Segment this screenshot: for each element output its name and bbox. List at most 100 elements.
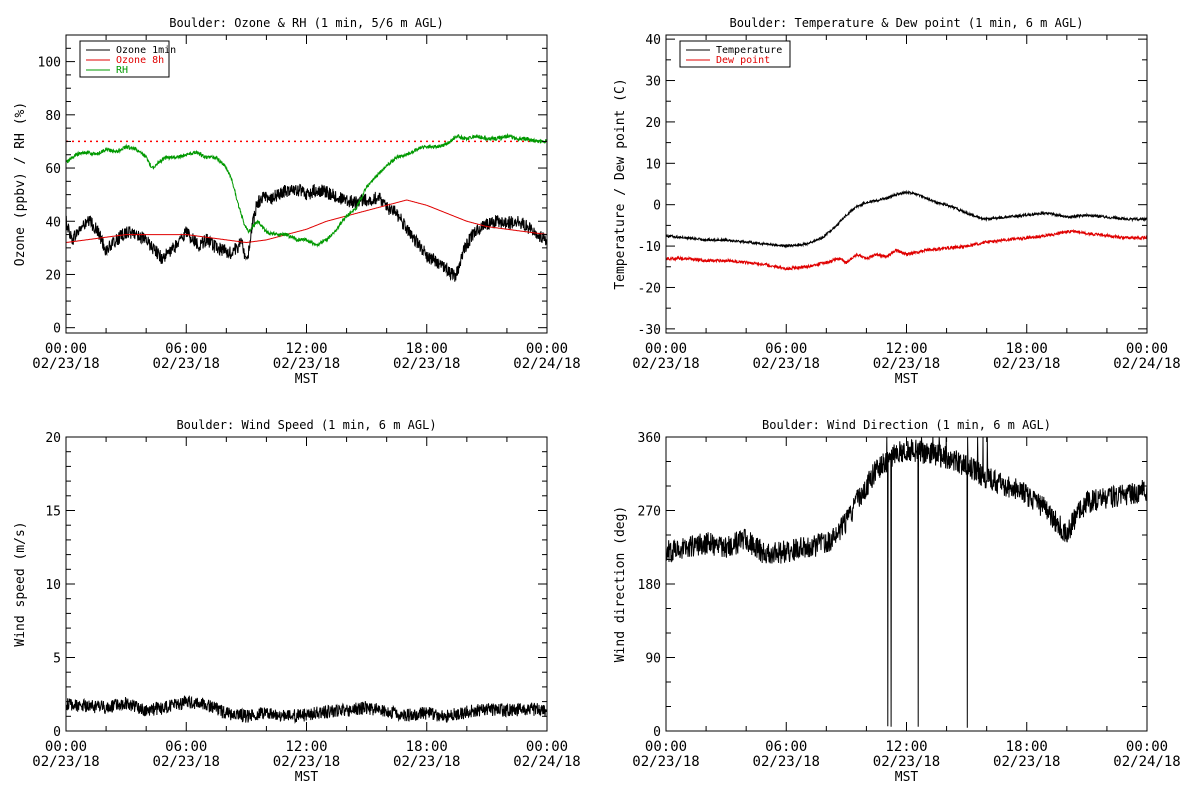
wdir-series-line xyxy=(666,437,1147,728)
temp-ytick-label: 40 xyxy=(645,33,661,48)
wind-xtick-label-time: 06:00 xyxy=(165,739,207,755)
ozone-title: Boulder: Ozone & RH (1 min, 5/6 m AGL) xyxy=(169,16,444,30)
wdir-xtick-label-time: 00:00 xyxy=(645,739,687,755)
temp-legend-label: Temperature xyxy=(716,45,782,56)
temp-ytick-label: -30 xyxy=(638,323,661,338)
ozone-panel: Boulder: Ozone & RH (1 min, 5/6 m AGL)02… xyxy=(13,16,581,387)
ozone-legend-box xyxy=(79,40,170,78)
wdir-ytick-label: 270 xyxy=(638,505,661,520)
wdir-xlabel: MST xyxy=(895,770,919,785)
temp-xtick-label-date: 02/24/18 xyxy=(1113,356,1180,372)
temp-xtick-label-time: 18:00 xyxy=(1006,341,1048,357)
wind-xtick-label-date: 02/24/18 xyxy=(513,754,580,770)
wdir-ylabel: Wind direction (deg) xyxy=(613,506,628,663)
temp-xlabel: MST xyxy=(895,372,919,387)
wind-ytick-label: 20 xyxy=(45,431,61,446)
temp-xtick-label-date: 02/23/18 xyxy=(873,356,940,372)
ozone-xtick-label-time: 00:00 xyxy=(526,341,568,357)
temp-ylabel: Temperature / Dew point (C) xyxy=(613,78,628,289)
wdir-xtick-label-date: 02/23/18 xyxy=(993,754,1060,770)
temp-plot-area xyxy=(666,189,1147,271)
temp-ytick-label: 10 xyxy=(645,157,661,172)
wind-series-line xyxy=(66,695,547,724)
ozone-ytick-label: 80 xyxy=(45,109,61,124)
ozone-xtick-label-time: 12:00 xyxy=(285,341,327,357)
temp-xtick-label-time: 00:00 xyxy=(645,341,687,357)
ozone-ytick-label: 100 xyxy=(38,56,61,71)
temp-legend-box xyxy=(679,40,791,68)
wind-ytick-label: 15 xyxy=(45,505,61,520)
ozone-legend-label: Ozone 8h xyxy=(116,55,164,66)
temp-title: Boulder: Temperature & Dew point (1 min,… xyxy=(729,16,1083,30)
wdir-xtick-label-time: 00:00 xyxy=(1126,739,1168,755)
ozone-plot-area xyxy=(66,132,547,282)
temp-xtick-label-time: 06:00 xyxy=(765,341,807,357)
ozone-ytick-label: 0 xyxy=(53,322,61,337)
wind-ytick-label: 10 xyxy=(45,578,61,593)
temp-ytick-label: -20 xyxy=(638,281,661,296)
wdir-xtick-label-date: 02/24/18 xyxy=(1113,754,1180,770)
ozone-xtick-label-date: 02/23/18 xyxy=(32,356,99,372)
ozone-xtick-label-date: 02/23/18 xyxy=(393,356,460,372)
wind-plot-area xyxy=(66,695,547,724)
ozone-ytick-label: 60 xyxy=(45,162,61,177)
ozone-legend-label: RH xyxy=(116,65,128,76)
ozone-series-ozone-8h xyxy=(66,199,547,243)
ozone-xtick-label-time: 00:00 xyxy=(45,341,87,357)
temp-ytick-label: 30 xyxy=(645,75,661,90)
ozone-xtick-label-date: 02/23/18 xyxy=(273,356,340,372)
ozone-xtick-label-date: 02/24/18 xyxy=(513,356,580,372)
temp-xtick-label-date: 02/23/18 xyxy=(753,356,820,372)
temp-series-temperature xyxy=(666,189,1147,249)
temp-xtick-label-date: 02/23/18 xyxy=(632,356,699,372)
wind-xtick-label-date: 02/23/18 xyxy=(32,754,99,770)
ozone-xtick-label-time: 18:00 xyxy=(406,341,448,357)
wind-xtick-label-time: 12:00 xyxy=(285,739,327,755)
ozone-xtick-label-time: 06:00 xyxy=(165,341,207,357)
wind-ylabel: Wind speed (m/s) xyxy=(13,521,28,646)
temp-series-dew-point xyxy=(666,228,1147,271)
wind-title: Boulder: Wind Speed (1 min, 6 m AGL) xyxy=(176,418,436,432)
wind-ytick-label: 0 xyxy=(53,725,61,740)
wind-xtick-label-time: 00:00 xyxy=(45,739,87,755)
wdir-xtick-label-date: 02/23/18 xyxy=(753,754,820,770)
temp-ytick-label: 0 xyxy=(653,199,661,214)
wind-xlabel: MST xyxy=(295,770,319,785)
temp-ytick-label: 20 xyxy=(645,116,661,131)
wind-panel: Boulder: Wind Speed (1 min, 6 m AGL) 0 5 10… xyxy=(13,418,581,785)
wdir-panel: Boulder: Wind Direction (1 min, 6 m AGL)… xyxy=(613,418,1181,785)
ozone-ytick-label: 40 xyxy=(45,215,61,230)
ozone-legend-label: Ozone 1min xyxy=(116,45,176,56)
wdir-ytick-label: 0 xyxy=(653,725,661,740)
wdir-xtick-label-time: 12:00 xyxy=(885,739,927,755)
wdir-xtick-label-date: 02/23/18 xyxy=(873,754,940,770)
temp-xtick-label-time: 00:00 xyxy=(1126,341,1168,357)
temp-ytick-label: -10 xyxy=(638,240,661,255)
wind-xtick-label-date: 02/23/18 xyxy=(153,754,220,770)
temp-xtick-label-time: 12:00 xyxy=(885,341,927,357)
wind-xtick-label-time: 00:00 xyxy=(526,739,568,755)
temp-xtick-label-date: 02/23/18 xyxy=(993,356,1060,372)
wdir-title: Boulder: Wind Direction (1 min, 6 m AGL) xyxy=(762,418,1051,432)
wdir-xtick-label-date: 02/23/18 xyxy=(632,754,699,770)
ozone-series-rh xyxy=(66,132,547,248)
ozone-ylabel: Ozone (ppbv) / RH (%) xyxy=(13,102,28,266)
ozone-series-ozone-1min xyxy=(66,183,547,282)
wind-xtick-label-date: 02/23/18 xyxy=(393,754,460,770)
wdir-xtick-label-time: 18:00 xyxy=(1006,739,1048,755)
wdir-ytick-label: 180 xyxy=(638,578,661,593)
ozone-xtick-label-date: 02/23/18 xyxy=(153,356,220,372)
wind-xtick-label-time: 18:00 xyxy=(406,739,448,755)
ozone-xlabel: MST xyxy=(295,372,319,387)
wind-ytick-label: 5 xyxy=(53,652,61,667)
ozone-ytick-label: 20 xyxy=(45,268,61,283)
temp-legend-label: Dew point xyxy=(716,55,770,66)
temp-panel: Boulder: Temperature & Dew point (1 min,… xyxy=(613,16,1181,387)
wdir-ytick-label: 360 xyxy=(638,431,661,446)
wdir-xtick-label-time: 06:00 xyxy=(765,739,807,755)
wind-xtick-label-date: 02/23/18 xyxy=(273,754,340,770)
wdir-plot-area xyxy=(666,437,1147,728)
